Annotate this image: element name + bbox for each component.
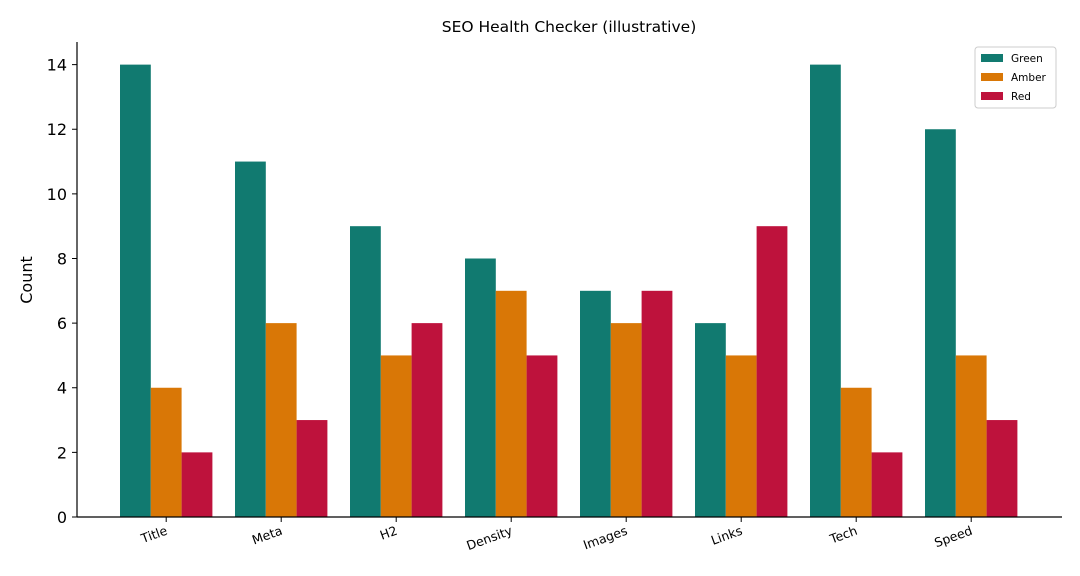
legend-label-red: Red xyxy=(1011,91,1031,103)
chart-title: SEO Health Checker (illustrative) xyxy=(442,18,697,36)
bar-green-meta xyxy=(235,161,266,518)
bar-red-links xyxy=(756,226,788,518)
bar-amber-density xyxy=(495,290,527,517)
legend-label-green: Green xyxy=(1011,53,1043,65)
y-tick-label: 0 xyxy=(57,508,67,527)
legend-swatch-amber xyxy=(981,73,1003,81)
bar-amber-speed xyxy=(955,355,987,517)
x-tick-label: Links xyxy=(709,523,744,548)
y-tick-label: 8 xyxy=(57,249,67,268)
bar-amber-h2 xyxy=(380,355,412,517)
bars-group xyxy=(120,64,1018,518)
x-axis-ticks: Title Meta H2 Density Images Links Tech Speed xyxy=(138,517,974,553)
bar-amber-links xyxy=(725,355,757,517)
x-tick-label: Density xyxy=(464,523,514,554)
bar-green-speed xyxy=(925,129,956,517)
legend-swatch-red xyxy=(981,92,1003,100)
y-axis-label: Count xyxy=(17,256,36,304)
x-tick-label: Meta xyxy=(250,523,284,548)
y-tick-label: 4 xyxy=(57,379,67,398)
bar-amber-title xyxy=(150,387,182,517)
bar-green-images xyxy=(580,290,611,517)
legend-swatch-green xyxy=(981,54,1003,62)
x-tick-label: H2 xyxy=(378,523,399,543)
bar-green-links xyxy=(695,323,726,517)
bar-green-density xyxy=(465,258,496,517)
y-tick-label: 10 xyxy=(47,185,67,204)
bar-red-speed xyxy=(986,420,1018,517)
y-tick-label: 2 xyxy=(57,443,67,462)
bar-red-density xyxy=(526,355,558,517)
bar-green-tech xyxy=(810,64,841,517)
legend-label-amber: Amber xyxy=(1011,72,1047,84)
y-tick-label: 14 xyxy=(47,56,67,75)
x-tick-label: Title xyxy=(138,523,170,547)
bar-red-meta xyxy=(296,420,328,517)
bar-amber-images xyxy=(610,323,642,517)
bar-red-title xyxy=(181,452,213,517)
x-tick-label: Speed xyxy=(932,523,974,550)
x-tick-label: Images xyxy=(581,523,629,553)
bar-green-title xyxy=(120,64,151,517)
bar-amber-tech xyxy=(840,387,872,517)
y-tick-label: 6 xyxy=(57,314,67,333)
y-tick-label: 12 xyxy=(47,120,67,139)
bar-green-h2 xyxy=(350,226,381,518)
y-axis-ticks: 0 2 4 6 8 10 12 14 xyxy=(47,56,77,527)
bar-red-images xyxy=(641,290,673,517)
bar-red-h2 xyxy=(411,323,443,517)
bar-amber-meta xyxy=(265,323,297,517)
x-tick-label: Tech xyxy=(827,523,859,547)
legend: Green Amber Red xyxy=(974,46,1057,109)
bar-red-tech xyxy=(871,452,903,517)
